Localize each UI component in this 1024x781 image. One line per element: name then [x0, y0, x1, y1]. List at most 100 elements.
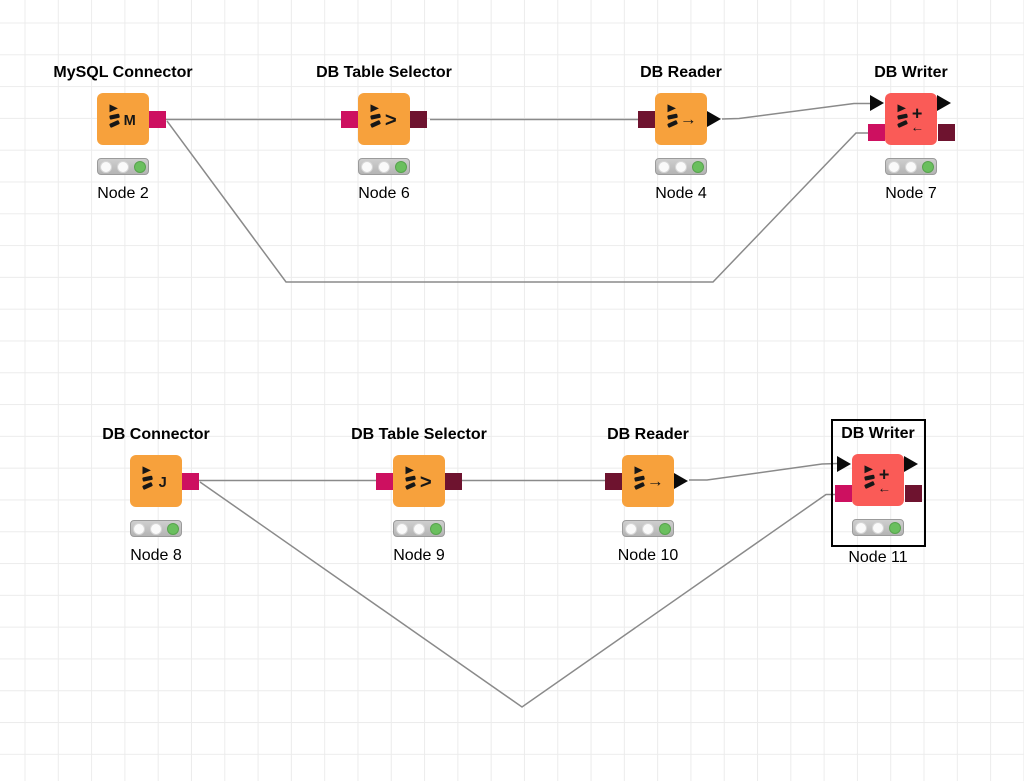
node-db-reader[interactable]: DB Reader → Node 4: [638, 64, 722, 202]
node-title: DB Reader: [640, 64, 722, 81]
node-label[interactable]: Node 7: [885, 185, 937, 202]
traffic-light: [852, 519, 904, 536]
db-table-selector-icon: >: [405, 466, 432, 493]
node-body[interactable]: + ←: [885, 93, 937, 145]
node-label[interactable]: Node 2: [97, 185, 149, 202]
node-body[interactable]: M: [97, 93, 149, 145]
node-db-writer-selected[interactable]: DB Writer + ← Node 11: [835, 425, 922, 566]
output-port-data-triangle[interactable]: [904, 455, 918, 472]
traffic-light-red: [100, 160, 112, 173]
node-db-table-selector[interactable]: DB Table Selector > Node 9: [351, 426, 487, 564]
output-port-db-data[interactable]: [904, 485, 922, 502]
node-label[interactable]: Node 11: [848, 549, 908, 566]
node-title: DB Table Selector: [351, 426, 487, 443]
node-body[interactable]: + ←: [852, 454, 904, 506]
connection-node2-node7[interactable]: [166, 120, 869, 283]
traffic-light-green: [395, 160, 407, 173]
traffic-light: [655, 158, 707, 175]
node-db-table-selector[interactable]: DB Table Selector > Node 6: [316, 64, 452, 202]
db-connector-icon: J: [142, 466, 167, 491]
node-body[interactable]: J: [130, 455, 182, 507]
node-db-writer[interactable]: DB Writer + ← Node 7: [868, 64, 955, 202]
svg-text:>: >: [420, 471, 432, 493]
traffic-light-green: [889, 521, 901, 534]
db-writer-icon: + ←: [864, 465, 891, 495]
svg-text:←: ←: [877, 480, 891, 495]
input-port-db-connection[interactable]: [868, 124, 885, 141]
output-port-db-connection[interactable]: [182, 472, 199, 490]
traffic-light-yellow: [675, 160, 687, 173]
node-db-reader[interactable]: DB Reader → Node 10: [605, 426, 689, 564]
connection-node4-node7[interactable]: [721, 102, 871, 120]
node-label[interactable]: Node 9: [393, 547, 445, 564]
input-port-data-triangle[interactable]: [837, 455, 851, 472]
traffic-light: [622, 520, 674, 537]
traffic-light-red: [361, 160, 373, 173]
node-title: DB Reader: [607, 426, 689, 443]
svg-text:M: M: [124, 113, 136, 129]
node-label[interactable]: Node 10: [617, 547, 679, 564]
mysql-connector-icon: M: [109, 104, 136, 129]
traffic-light-yellow: [905, 160, 917, 173]
traffic-light-red: [625, 522, 637, 535]
traffic-light: [130, 520, 182, 537]
traffic-light-green: [430, 522, 442, 535]
node-title: MySQL Connector: [53, 64, 193, 81]
selection-rectangle: [831, 419, 926, 547]
traffic-light-yellow: [642, 522, 654, 535]
traffic-light-red: [396, 522, 408, 535]
output-port-data-triangle[interactable]: [674, 472, 688, 489]
input-port-db-connection[interactable]: [835, 485, 852, 502]
node-title: DB Table Selector: [316, 64, 452, 81]
node-title: DB Connector: [102, 426, 210, 443]
node-body[interactable]: →: [655, 93, 707, 145]
svg-text:J: J: [159, 475, 167, 491]
node-mysql-connector[interactable]: MySQL Connector M Node 2: [53, 64, 192, 202]
output-port-data-triangle[interactable]: [707, 110, 721, 127]
traffic-light-yellow: [413, 522, 425, 535]
connection-node10-node11[interactable]: [689, 462, 839, 481]
svg-text:←: ←: [910, 119, 924, 134]
traffic-light-green: [692, 160, 704, 173]
output-port-db-connection[interactable]: [149, 110, 166, 128]
output-port-db-data[interactable]: [445, 472, 462, 490]
traffic-light: [885, 158, 937, 175]
svg-text:+: +: [879, 465, 890, 485]
svg-text:→: →: [647, 472, 664, 491]
traffic-light-green: [167, 522, 179, 535]
traffic-light-green: [922, 160, 934, 173]
input-port-db-connection[interactable]: [376, 472, 393, 490]
db-writer-icon: + ←: [897, 104, 924, 134]
traffic-light-yellow: [872, 521, 884, 534]
node-label[interactable]: Node 8: [130, 547, 182, 564]
traffic-light-yellow: [117, 160, 129, 173]
svg-text:+: +: [912, 104, 923, 124]
node-body[interactable]: →: [622, 455, 674, 507]
node-db-connector[interactable]: DB Connector J Node 8: [102, 426, 210, 564]
node-title: DB Writer: [841, 425, 915, 442]
output-port-db-data[interactable]: [410, 110, 427, 128]
input-port-db-data[interactable]: [605, 472, 622, 490]
db-reader-icon: →: [667, 104, 697, 129]
traffic-light-green: [134, 160, 146, 173]
traffic-light: [97, 158, 149, 175]
input-port-data-triangle[interactable]: [870, 94, 884, 111]
traffic-light: [358, 158, 410, 175]
node-body[interactable]: >: [358, 93, 410, 145]
traffic-light-red: [855, 521, 867, 534]
traffic-light-red: [888, 160, 900, 173]
node-label[interactable]: Node 4: [655, 185, 707, 202]
db-table-selector-icon: >: [370, 104, 397, 131]
node-label[interactable]: Node 6: [358, 185, 410, 202]
traffic-light-green: [659, 522, 671, 535]
svg-text:>: >: [385, 109, 397, 131]
connection-node8-node11[interactable]: [199, 481, 836, 708]
input-port-db-data[interactable]: [638, 110, 655, 128]
node-body[interactable]: >: [393, 455, 445, 507]
input-port-db-connection[interactable]: [341, 110, 358, 128]
output-port-data-triangle[interactable]: [937, 94, 951, 111]
traffic-light-red: [658, 160, 670, 173]
output-port-db-data[interactable]: [937, 124, 955, 141]
traffic-light-red: [133, 522, 145, 535]
